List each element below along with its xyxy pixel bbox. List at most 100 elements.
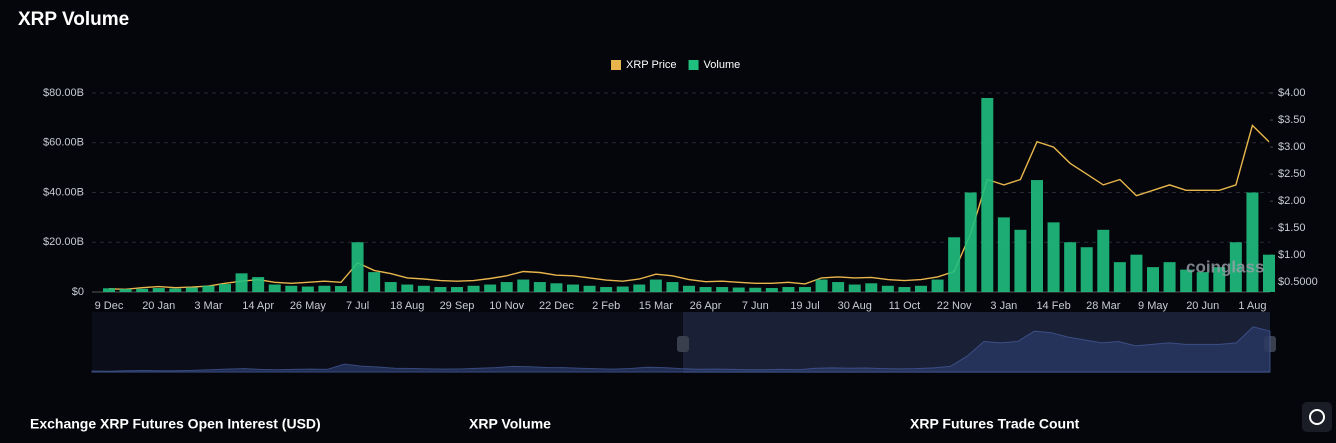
price-line (108, 124, 1270, 291)
volume-bar (1113, 262, 1126, 292)
volume-bar (451, 287, 463, 292)
volume-bar (567, 284, 579, 292)
tab-label[interactable]: XRP Futures Trade Count (910, 416, 1080, 432)
volume-bar (517, 279, 530, 292)
volume-bar (865, 283, 878, 292)
volume-bar (815, 279, 828, 292)
volume-bar (500, 282, 513, 292)
volume-bar (484, 284, 497, 292)
volume-bar (683, 285, 695, 292)
volume-bar (1014, 229, 1027, 292)
volume-bar (103, 288, 115, 292)
y2-tick-label: $1.50 (1278, 222, 1306, 234)
x-tick-label: 7 Jul (346, 300, 369, 312)
x-tick-label: 10 Nov (489, 300, 524, 312)
volume-bar (881, 285, 894, 292)
volume-bar (533, 282, 546, 292)
legend-label: Volume (704, 59, 741, 71)
volume-bar (898, 287, 911, 292)
volume-bar (351, 242, 364, 292)
x-tick-label: 3 Jan (990, 300, 1017, 312)
volume-bar (335, 286, 347, 292)
x-tick-label: 14 Feb (1036, 300, 1070, 312)
volume-bar (931, 279, 944, 292)
volume-bar (848, 284, 861, 292)
volume-bar (948, 237, 961, 292)
x-tick-label: 9 May (1138, 300, 1168, 312)
y-tick-label: $20.00B (43, 236, 84, 248)
volume-bar (1147, 267, 1159, 292)
volume-bar (716, 287, 729, 292)
volume-bar (136, 288, 149, 292)
volume-bar (285, 285, 298, 292)
volume-bar (666, 282, 679, 292)
x-tick-label: 3 Mar (194, 300, 222, 312)
volume-bar (1064, 242, 1077, 292)
y2-tick-label: $2.50 (1278, 168, 1306, 180)
volume-bar (782, 287, 795, 292)
chart-title: XRP Volume (18, 9, 129, 30)
x-tick-label: 2 Feb (592, 300, 620, 312)
volume-bar (152, 288, 165, 292)
y2-tick-label: $3.50 (1278, 114, 1306, 126)
tab-label[interactable]: XRP Volume (469, 416, 551, 432)
volume-bar (765, 288, 778, 292)
volume-bar (1080, 247, 1093, 292)
x-tick-label: 20 Jun (1186, 300, 1219, 312)
volume-bar (964, 192, 977, 292)
volume-bar (202, 285, 215, 292)
y2-tick-label: $2.00 (1278, 195, 1306, 207)
x-tick-label: 18 Aug (390, 300, 424, 312)
volume-bar (318, 285, 331, 292)
volume-bar (915, 285, 927, 292)
settings-button[interactable] (1302, 402, 1332, 432)
volume-bar (699, 287, 712, 292)
volume-bar (434, 287, 447, 292)
volume-bar (550, 283, 563, 292)
volume-bar (268, 284, 281, 292)
volume-bar (235, 273, 248, 292)
volume-bar (1130, 254, 1143, 292)
volume-bar (119, 289, 132, 292)
volume-bar (832, 282, 845, 292)
volume-bar (1031, 180, 1043, 292)
volume-bar (981, 97, 994, 292)
y2-tick-label: $0.5000 (1278, 276, 1318, 288)
y2-tick-label: $3.00 (1278, 141, 1306, 153)
x-tick-label: 15 Mar (639, 300, 674, 312)
volume-bar (600, 287, 613, 292)
x-tick-label: 19 Jul (790, 300, 819, 312)
volume-bar (616, 286, 629, 292)
volume-bar (1163, 262, 1176, 292)
volume-bar (384, 282, 397, 292)
volume-bar (252, 277, 265, 292)
x-tick-label: 20 Jan (142, 300, 175, 312)
volume-bar (219, 284, 231, 292)
volume-bar (1213, 267, 1226, 292)
volume-bar (1229, 242, 1242, 292)
volume-bar (732, 287, 745, 292)
watermark: coinglass (1186, 257, 1264, 276)
volume-bar (997, 217, 1010, 292)
x-tick-label: 1 Aug (1238, 300, 1266, 312)
x-tick-label: 30 Aug (838, 300, 872, 312)
volume-bar (649, 279, 662, 292)
volume-bar (185, 287, 198, 292)
y-tick-label: $40.00B (43, 186, 84, 198)
volume-bar (169, 288, 182, 292)
x-tick-label: 22 Dec (539, 300, 574, 312)
x-tick-label: 28 Mar (1086, 300, 1121, 312)
x-tick-label: 9 Dec (95, 300, 124, 312)
y-tick-label: $60.00B (43, 137, 84, 149)
volume-bar (749, 287, 762, 292)
legend-swatch (688, 60, 699, 70)
legend-swatch (611, 60, 621, 70)
tab-label[interactable]: Exchange XRP Futures Open Interest (USD) (30, 416, 321, 432)
x-tick-label: 26 May (290, 300, 327, 312)
volume-bar (417, 285, 430, 292)
x-tick-label: 22 Nov (937, 300, 972, 312)
navigator-handle[interactable] (677, 336, 689, 352)
volume-bar (1097, 229, 1110, 292)
volume-bar (401, 284, 414, 292)
